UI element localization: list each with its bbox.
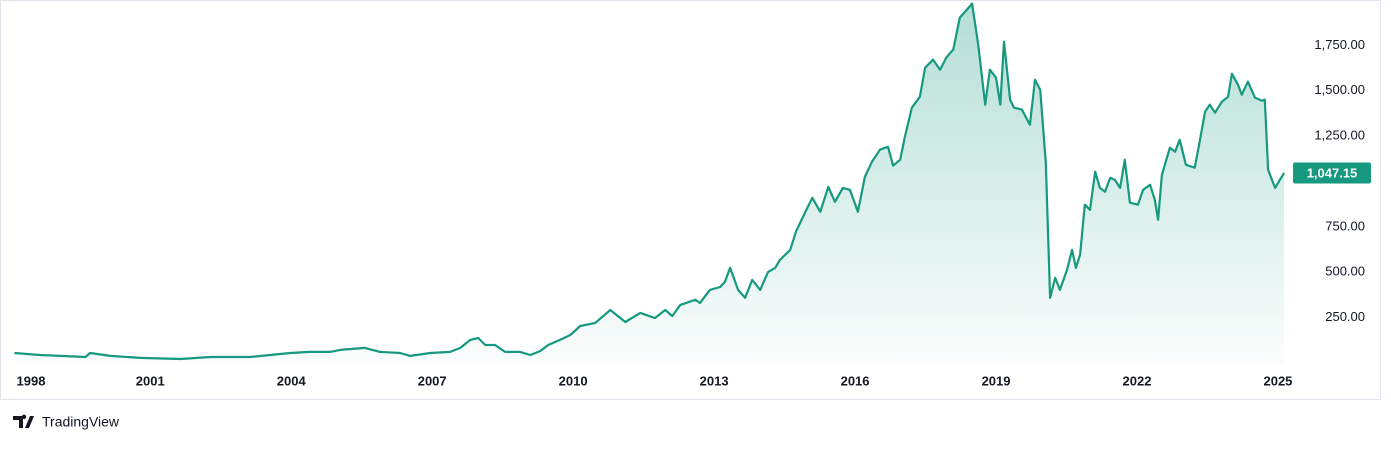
last-price-box: [1293, 162, 1371, 184]
area-fill: [14, 3, 1285, 363]
logo: TradingView: [13, 414, 120, 430]
x-tick-label: 2022: [1123, 373, 1152, 388]
y-tick-label: 1,500.00: [1314, 82, 1365, 97]
frame: [0, 0, 1381, 400]
y-tick-label: 750.00: [1325, 218, 1365, 233]
y-tick-label: 500.00: [1325, 264, 1365, 279]
price-line: [14, 2, 1286, 361]
x-tick-label: 2001: [136, 373, 165, 388]
x-tick-label: 1998: [17, 373, 46, 388]
y-tick-label: 250.00: [1325, 309, 1365, 324]
x-tick-label: 2010: [559, 373, 588, 388]
last-price-label: 1,047.15: [1307, 165, 1358, 180]
logo-icon: [13, 414, 34, 428]
x-tick-label: 2013: [700, 373, 729, 388]
logo-text: TradingView: [42, 414, 120, 430]
x-tick-label: 2004: [277, 373, 307, 388]
y-tick-label: 1,750.00: [1314, 37, 1365, 52]
x-tick-label: 2025: [1263, 373, 1292, 388]
x-tick-label: 2016: [841, 373, 870, 388]
y-tick-label: 1,250.00: [1314, 128, 1365, 143]
x-tick-label: 2019: [982, 373, 1011, 388]
x-tick-label: 2007: [418, 373, 447, 388]
